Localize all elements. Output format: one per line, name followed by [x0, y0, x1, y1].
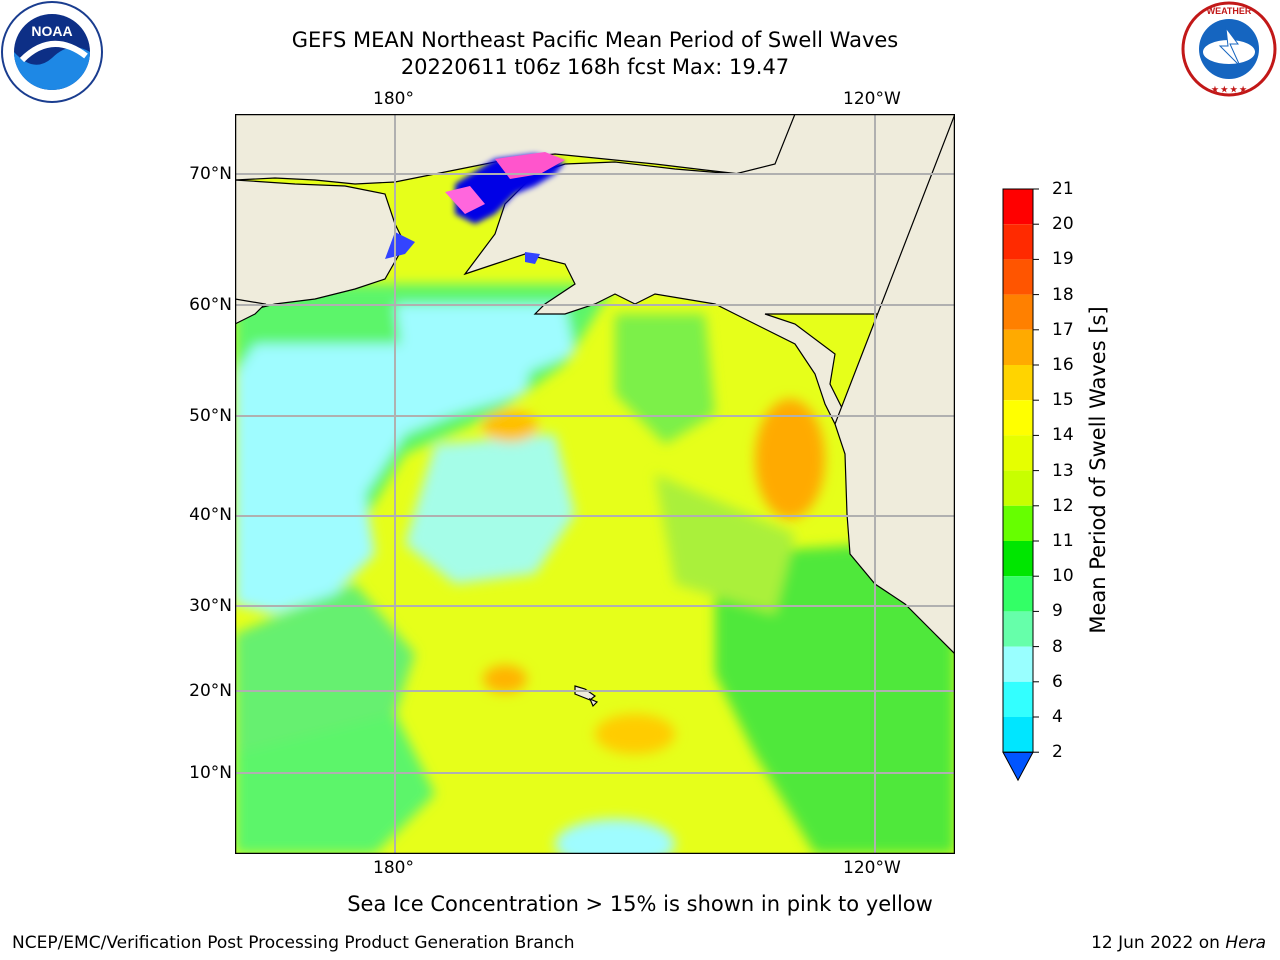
colorbar-band: [1003, 189, 1033, 225]
colorbar-tick-label: 20: [1052, 214, 1074, 235]
svg-text:WEATHER: WEATHER: [1207, 6, 1252, 16]
colorbar-tick-label: 21: [1052, 179, 1074, 199]
colorbar-label: Mean Period of Swell Waves [s]: [1086, 306, 1110, 634]
map-panel: [235, 114, 955, 854]
colorbar-band: [1003, 294, 1033, 330]
colorbar-band: [1003, 611, 1033, 647]
colorbar-band: [1003, 576, 1033, 612]
graticule: [235, 114, 955, 854]
lat-label-50n: 50°N: [189, 406, 232, 426]
colorbar-tick-label: 18: [1052, 284, 1074, 305]
colorbar-band: [1003, 435, 1033, 471]
lat-label-40n: 40°N: [189, 505, 232, 525]
colorbar-band: [1003, 400, 1033, 436]
chart-title: GEFS MEAN Northeast Pacific Mean Period …: [291, 28, 899, 52]
colorbar-band: [1003, 646, 1033, 682]
lat-label-70n: 70°N: [189, 164, 232, 184]
colorbar-tick-label: 8: [1052, 636, 1063, 657]
svg-text:★ ★ ★ ★: ★ ★ ★ ★: [1211, 85, 1247, 94]
colorbar: [1002, 188, 1039, 782]
land-masses: [235, 114, 955, 708]
noaa-logo: NOAA: [1, 1, 103, 103]
colorbar-band: [1003, 681, 1033, 717]
swell-period-field: [235, 284, 955, 854]
lat-label-20n: 20°N: [189, 681, 232, 701]
footer-date-text: 12 Jun 2022 on: [1091, 933, 1226, 953]
colorbar-band: [1003, 224, 1033, 260]
colorbar-tick-label: 19: [1052, 249, 1074, 270]
footer-credit: NCEP/EMC/Verification Post Processing Pr…: [12, 933, 575, 953]
lon-label-bottom-120w: 120°W: [843, 858, 901, 878]
colorbar-extend-arrow: [1002, 751, 1034, 782]
colorbar-tick-label: 16: [1052, 355, 1074, 375]
map-frame: [235, 114, 955, 854]
colorbar-tick-label: 10: [1052, 566, 1074, 587]
colorbar-tick-label: 9: [1052, 601, 1063, 622]
lon-label-top-120w: 120°W: [843, 89, 901, 109]
sea-ice: [385, 152, 565, 264]
lat-label-60n: 60°N: [189, 295, 232, 315]
lon-label-top-180: 180°: [373, 89, 414, 109]
colorbar-band: [1003, 329, 1033, 365]
colorbar-band: [1003, 717, 1033, 753]
svg-text:NOAA: NOAA: [31, 23, 72, 39]
colorbar-tick-label: 14: [1052, 425, 1074, 446]
colorbar-band: [1003, 505, 1033, 541]
colorbar-band: [1003, 541, 1033, 577]
chart-subtitle: 20220611 t06z 168h fcst Max: 19.47: [400, 55, 790, 79]
colorbar-tick-label: 2: [1052, 742, 1063, 763]
colorbar-band: [1003, 470, 1033, 506]
colorbar-tick-label: 12: [1052, 495, 1074, 516]
footer-date: 12 Jun 2022 on Hera: [1091, 933, 1266, 953]
colorbar-band: [1003, 365, 1033, 401]
colorbar-tick-label: 4: [1052, 707, 1063, 727]
lat-label-30n: 30°N: [189, 596, 232, 616]
colorbar-band: [1003, 259, 1033, 295]
footer-machine: Hera: [1225, 933, 1266, 953]
colorbar-tick-label: 15: [1052, 390, 1074, 411]
colorbar-tick-label: 17: [1052, 319, 1074, 340]
lat-label-10n: 10°N: [189, 763, 232, 783]
colorbar-tick-label: 6: [1052, 671, 1063, 692]
nws-logo: WEATHER ★ ★ ★ ★: [1181, 1, 1277, 97]
colorbar-tick-label: 11: [1052, 531, 1074, 551]
sea-ice-note: Sea Ice Concentration > 15% is shown in …: [347, 892, 933, 916]
colorbar-tick-label: 13: [1052, 460, 1074, 481]
lon-label-bottom-180: 180°: [373, 858, 414, 878]
